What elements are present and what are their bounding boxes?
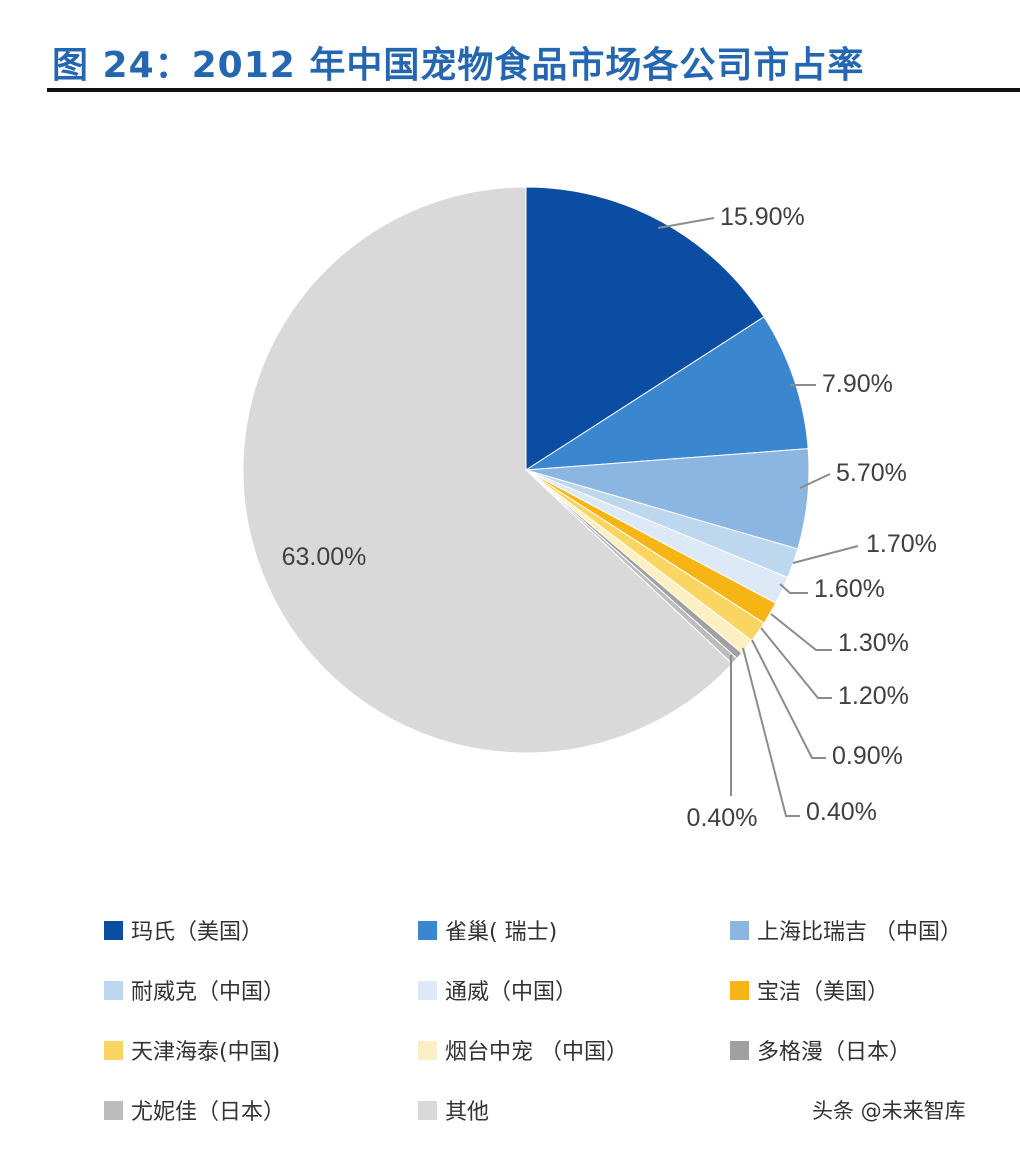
legend-swatch <box>730 980 749 1000</box>
slice-label-9: 0.40% <box>687 804 758 832</box>
legend-item-0: 玛氏（美国） <box>104 915 263 945</box>
legend-label: 宝洁（美国） <box>757 980 890 1005</box>
legend-label: 天津海泰(中国) <box>131 1040 281 1065</box>
legend-item-3: 耐威克（中国） <box>104 975 285 1005</box>
legend-label: 多格漫（日本） <box>757 1040 912 1065</box>
leader-line-6 <box>760 627 832 699</box>
pie-slice-0 <box>525 186 765 471</box>
legend-swatch <box>418 1040 437 1060</box>
legend-item-8: 多格漫（日本） <box>730 1035 911 1065</box>
legend-label: 尤妮佳（日本） <box>131 1100 286 1125</box>
legend-swatch <box>730 920 749 940</box>
leader-line-5 <box>770 613 832 651</box>
legend-item-5: 宝洁（美国） <box>730 975 889 1005</box>
legend-label: 耐威克（中国） <box>131 980 286 1005</box>
watermark: 头条 @未来智库 <box>812 1099 966 1123</box>
leader-line-4 <box>779 583 808 594</box>
legend-label: 玛氏（美国） <box>131 920 264 945</box>
leader-line-7 <box>751 639 826 759</box>
legend-swatch <box>104 1040 123 1060</box>
legend-swatch <box>104 980 123 1000</box>
leader-line-3 <box>792 545 859 564</box>
legend-item-2: 上海比瑞吉 （中国） <box>730 915 962 945</box>
slice-label-7: 0.90% <box>832 742 903 770</box>
leader-line-8 <box>742 647 800 817</box>
legend-item-6: 天津海泰(中国) <box>104 1035 280 1065</box>
legend-label: 其他 <box>445 1100 490 1125</box>
title-underline <box>47 88 1020 92</box>
slice-label-10: 63.00% <box>282 543 367 571</box>
slice-label-1: 7.90% <box>822 370 893 398</box>
legend-item-10: 其他 <box>418 1095 489 1125</box>
leader-line-0 <box>657 217 715 229</box>
slice-label-8: 0.40% <box>806 798 877 826</box>
legend-swatch <box>730 1040 749 1060</box>
legend-label: 通威（中国） <box>445 980 578 1005</box>
legend-item-9: 尤妮佳（日本） <box>104 1095 285 1125</box>
slice-label-4: 1.60% <box>814 575 885 603</box>
legend-label: 上海比瑞吉 （中国） <box>757 920 962 945</box>
pie-slice-10 <box>242 186 734 754</box>
pie-slice-1 <box>525 316 809 471</box>
chart-title: 图 24：2012 年中国宠物食品市场各公司市占率 <box>52 45 865 86</box>
legend-swatch <box>418 1100 437 1120</box>
slice-label-5: 1.30% <box>838 629 909 657</box>
legend-swatch <box>104 1100 123 1120</box>
pie-chart: 15.90% 7.90% 5.70% 1.70% 1.60% 1.30% 1.20% 0.90… <box>242 186 937 832</box>
slice-label-3: 1.70% <box>866 530 937 558</box>
leader-line-2 <box>799 473 831 489</box>
legend-swatch <box>104 920 123 940</box>
slice-label-0: 15.90% <box>720 203 805 231</box>
slice-label-6: 1.20% <box>838 682 909 710</box>
legend-item-7: 烟台中宠 （中国） <box>418 1035 628 1065</box>
slice-label-2: 5.70% <box>836 459 907 487</box>
legend-item-4: 通威（中国） <box>418 975 577 1005</box>
legend-label: 雀巢( 瑞士) <box>445 920 558 945</box>
legend-label: 烟台中宠 （中国） <box>445 1040 628 1065</box>
legend-item-1: 雀巢( 瑞士) <box>418 915 557 945</box>
legend-swatch <box>418 920 437 940</box>
legend-swatch <box>418 980 437 1000</box>
